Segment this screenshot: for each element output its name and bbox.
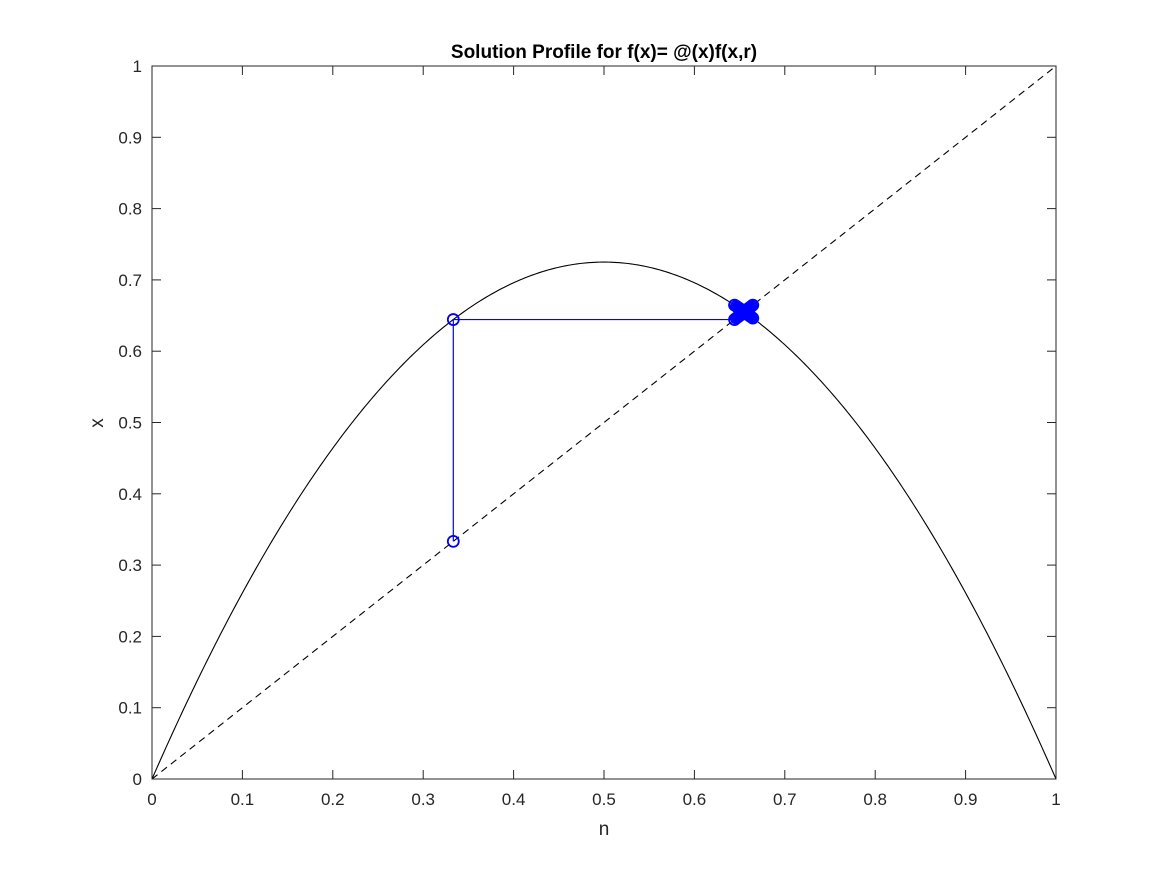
x-tick-label: 0.8 [863,790,887,809]
cobweb-point [739,307,753,320]
x-tick-label: 0.6 [683,790,707,809]
y-tick-label: 0.8 [118,200,142,219]
x-tick-label: 0 [147,790,156,809]
y-tick-label: 0.1 [118,699,142,718]
x-axis-label: n [599,819,610,840]
cobweb-point [446,313,460,326]
y-tick-label: 0.6 [118,342,142,361]
x-tick-label: 0.1 [231,790,255,809]
y-tick-label: 0.9 [118,128,142,147]
y-axis-label: x [87,418,108,428]
cobweb-point [739,303,753,317]
cobweb-point [446,534,460,548]
x-tick-label: 0.3 [411,790,435,809]
x-tick-label: 0.7 [773,790,797,809]
cobweb-path [452,304,754,542]
y-tick-label: 0 [133,770,142,789]
x-tick-label: 0.2 [321,790,345,809]
y-tick-label: 0.7 [118,271,142,290]
plot-clip-group [152,66,1056,779]
y-tick-label: 0.5 [118,414,142,433]
logistic-curve [152,261,1056,779]
x-tick-label: 0.9 [954,790,978,809]
y-tick-label: 0.4 [118,485,142,504]
x-tick-label: 1 [1051,790,1060,809]
plot-area [152,66,1056,779]
y-tick-label: 0.3 [118,556,142,575]
y-tick-label: 0.2 [118,627,142,646]
chart-title: Solution Profile for f(x)= @(x)f(x,r) [451,42,757,63]
x-tick-label: 0.4 [502,790,526,809]
x-tick-label: 0.5 [592,790,616,809]
identity-line [152,66,1056,779]
y-tick-label: 1 [133,57,142,76]
axes: 0 0.1 0.2 0.3 0.4 0.5 0.6 0.7 0.8 0.9 1 0 0.1 0.2 0.3 0… [118,57,1060,809]
